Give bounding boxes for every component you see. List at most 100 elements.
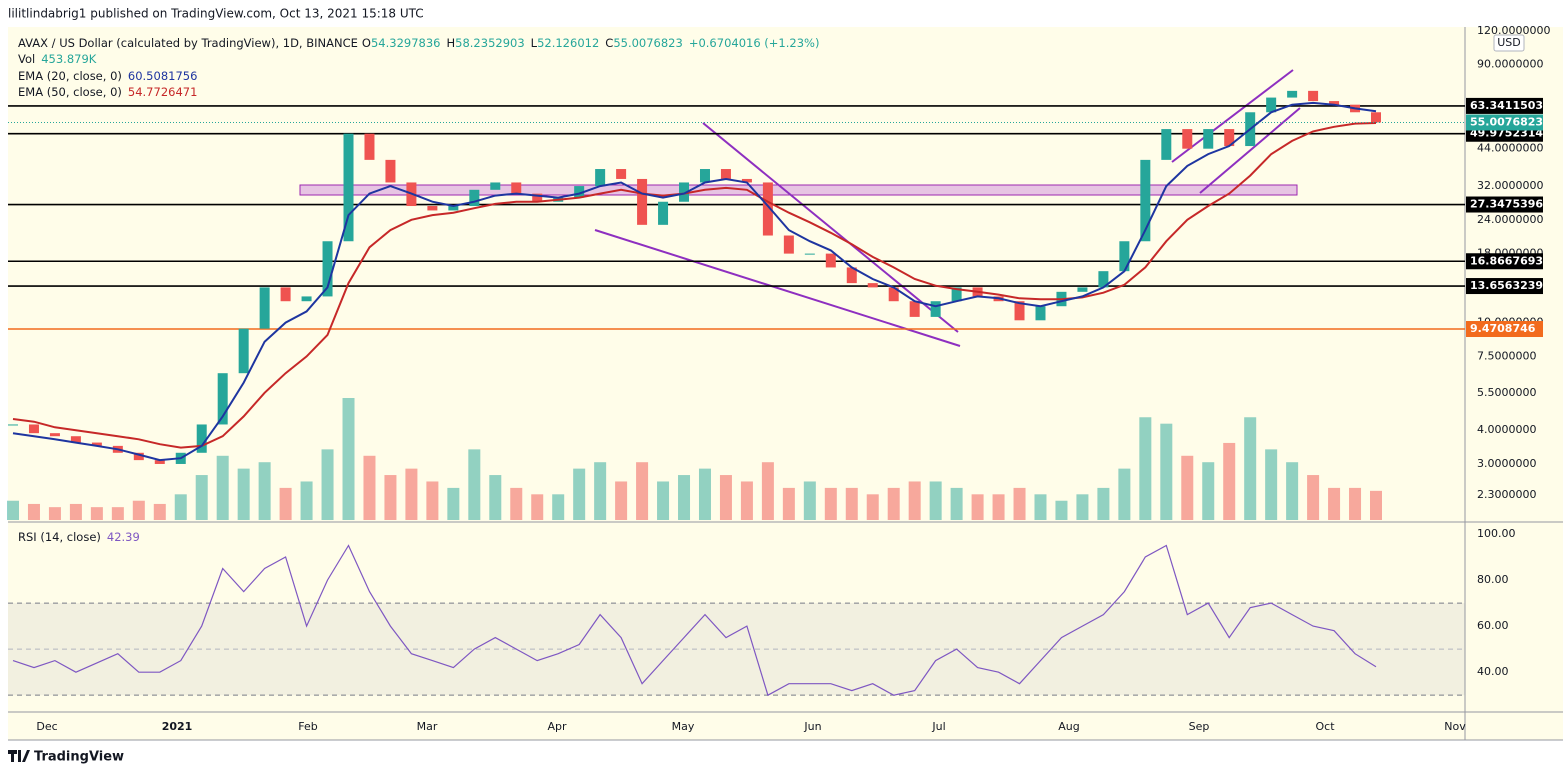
volume-bar: [216, 455, 229, 520]
candle: [427, 206, 438, 211]
volume-bar: [950, 487, 963, 520]
last-price-label: 55.0076823: [1470, 115, 1543, 128]
volume-bar: [1055, 500, 1068, 520]
candle: [469, 189, 480, 207]
volume-bar: [678, 475, 691, 520]
ohlc-key: H: [446, 36, 455, 50]
rsi-line: [12, 544, 1377, 697]
candle: [616, 169, 627, 179]
candle: [154, 460, 165, 464]
candle: [658, 201, 669, 225]
volume-bar: [719, 475, 732, 520]
volume-bar: [594, 462, 607, 520]
volume-bar: [384, 475, 397, 520]
ema-value: 54.7726471: [128, 85, 198, 99]
volume-bar: [1034, 494, 1047, 520]
candle: [846, 267, 857, 284]
volume-bar: [300, 481, 313, 520]
rsi-tick-label: 80.00: [1477, 573, 1509, 586]
candle: [28, 424, 39, 434]
rsi-tick-label: 60.00: [1477, 619, 1509, 632]
volume-bar: [552, 494, 565, 520]
volume-bar: [1181, 455, 1194, 520]
volume-bar: [321, 449, 334, 520]
volume-bar: [258, 462, 271, 520]
volume-bar: [615, 481, 628, 520]
candle: [741, 178, 752, 183]
y-tick-label: 120.0000000: [1477, 24, 1550, 37]
volume-bar: [426, 481, 439, 520]
volume-bar: [1202, 462, 1215, 520]
y-tick-label: 7.5000000: [1477, 349, 1537, 362]
volume-bar: [1097, 487, 1110, 520]
candle: [238, 328, 249, 374]
y-tick-label: 3.0000000: [1477, 457, 1537, 470]
trendline: [594, 229, 961, 347]
currency: USD: [1497, 36, 1521, 49]
volume-bar: [405, 468, 418, 520]
y-tick-label: 32.0000000: [1477, 179, 1543, 192]
volume-bar: [824, 487, 837, 520]
candle: [909, 301, 920, 317]
ohlc-value: 54.3297836: [371, 36, 441, 50]
volume-bar: [698, 468, 711, 520]
candle: [699, 169, 710, 183]
candle: [1035, 306, 1046, 321]
volume-bar: [69, 503, 82, 520]
candle: [91, 442, 102, 446]
logo: [8, 750, 30, 762]
x-tick-label: Apr: [547, 720, 567, 733]
candle: [679, 182, 690, 202]
volume-bar: [761, 462, 774, 520]
candle: [783, 235, 794, 254]
candle: [1224, 129, 1235, 147]
ema-name: EMA (20, close, 0): [18, 69, 122, 83]
x-tick-label: Oct: [1315, 720, 1335, 733]
volume-value: 453.879K: [41, 52, 97, 66]
publisher: lilitlindabrig1 published on TradingView…: [8, 7, 424, 21]
x-tick-label: Aug: [1058, 720, 1079, 733]
currency-box: [1493, 34, 1525, 52]
zone: [299, 184, 1298, 196]
trendline: [702, 122, 959, 333]
level-tag: [1466, 321, 1543, 338]
volume-bar: [174, 494, 187, 520]
volume-bar: [195, 475, 208, 520]
candle: [1182, 129, 1193, 149]
x-tick-label: Jul: [931, 720, 945, 733]
candle: [1161, 129, 1172, 160]
volume-bar: [1265, 449, 1278, 520]
candle: [196, 424, 207, 453]
ohlc-key: L: [531, 36, 538, 50]
candle: [804, 253, 815, 255]
volume-bar: [279, 487, 292, 520]
candle: [532, 193, 543, 202]
candle: [951, 287, 962, 302]
volume-key: Vol: [18, 52, 35, 66]
rsi-title: RSI (14, close): [18, 530, 101, 544]
candle: [301, 296, 312, 302]
volume-bar: [636, 462, 649, 520]
plot-background: [8, 27, 1465, 740]
candle: [1077, 287, 1088, 292]
candle: [259, 287, 270, 329]
volume-bar: [342, 398, 355, 520]
volume-bar: [7, 500, 19, 520]
volume-bar: [887, 487, 900, 520]
volume-bar: [992, 494, 1005, 520]
volume-bar: [1223, 442, 1236, 520]
candle: [595, 169, 606, 187]
candle: [825, 253, 836, 268]
ohlc-key: O: [362, 36, 371, 50]
level-label: 27.3475396: [1470, 198, 1543, 211]
volume-bar: [1013, 487, 1026, 520]
candle: [1119, 241, 1130, 272]
symbol-title: AVAX / US Dollar (calculated by TradingV…: [18, 36, 358, 50]
volume-bar: [803, 481, 816, 520]
candle: [1014, 301, 1025, 321]
candle: [574, 186, 585, 198]
candle: [1329, 101, 1340, 105]
volume-bar: [531, 494, 544, 520]
volume-bar: [1244, 417, 1257, 520]
volume-bar: [657, 481, 670, 520]
